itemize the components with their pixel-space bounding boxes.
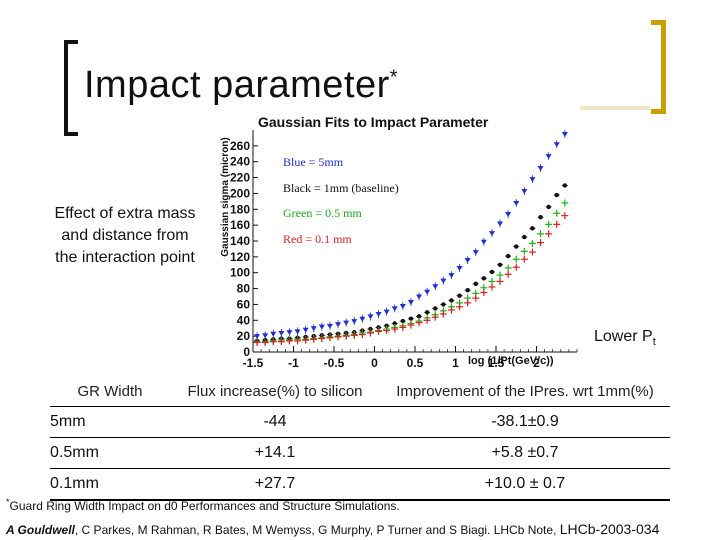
table-cell: +27.7	[170, 468, 380, 501]
table-cell: +5.8 ±0.7	[380, 437, 670, 469]
impact-parameter-chart: 020406080100120140160180200220240260-1.5…	[230, 129, 578, 370]
table-row: 0.5mm +14.1 +5.8 ±0.7	[50, 437, 670, 469]
x-tick-label: -1	[288, 356, 299, 370]
y-tick-label: 40	[237, 313, 251, 327]
x-tick-label: -1.5	[243, 356, 264, 370]
y-tick-label: 180	[230, 202, 250, 216]
y-tick-label: 120	[230, 250, 250, 264]
results-table: GR Width Flux increase(%) to silicon Imp…	[50, 376, 670, 501]
lower-pt-text: Lower P	[594, 328, 653, 345]
table-cell: -44	[170, 406, 380, 438]
x-tick-label: 1.5	[488, 356, 505, 370]
x-tick-label: 0	[371, 356, 378, 370]
footnote-text: Guard Ring Width Impact on d0 Performanc…	[9, 499, 400, 513]
table-cell: +10.0 ± 0.7	[380, 468, 670, 501]
chart-x-axis-label: log (1/Pt(GeV/c))	[468, 355, 554, 367]
title-underline-decoration	[580, 106, 650, 110]
left-bracket-decoration	[64, 40, 78, 136]
chart-title: Gaussian Fits to Impact Parameter	[258, 114, 489, 130]
footnote: *Guard Ring Width Impact on d0 Performan…	[6, 497, 400, 513]
table-header-width: GR Width	[50, 376, 170, 407]
y-tick-label: 200	[230, 186, 250, 200]
y-tick-label: 20	[237, 329, 251, 343]
legend-label-green: Green = 0.5 mm	[283, 206, 362, 220]
y-tick-label: 140	[230, 234, 250, 248]
table-header-flux: Flux increase(%) to silicon	[170, 376, 380, 407]
y-tick-label: 160	[230, 218, 250, 232]
table-cell: -38.1±0.9	[380, 406, 670, 438]
author-lead: A Gouldwell	[6, 523, 75, 537]
legend-entry-green: Green = 0.5 mm	[283, 206, 362, 221]
y-tick-label: 60	[237, 297, 251, 311]
footnote-mark: *	[6, 497, 10, 507]
y-tick-label: 240	[230, 155, 250, 169]
table-cell: +14.1	[170, 437, 380, 469]
legend-label-black: Black = 1mm (baseline)	[283, 181, 399, 195]
svg-text:Gaussian sigma (micron): Gaussian sigma (micron)	[220, 137, 231, 256]
legend-entry-blue: Blue = 5mm	[283, 155, 343, 170]
table-cell: 5mm	[50, 406, 170, 438]
y-tick-label: 80	[237, 282, 251, 296]
right-bracket-decoration	[651, 20, 666, 114]
legend-label-blue: Blue = 5mm	[283, 155, 344, 169]
author-citation: A Gouldwell, C Parkes, M Rahman, R Bates…	[6, 521, 659, 537]
y-tick-label: 100	[230, 266, 250, 280]
legend-entry-red: Red = 0.1 mm	[283, 232, 352, 247]
slide-title-text: Impact parameter	[84, 64, 390, 106]
table-header-improvement: Improvement of the IPres. wrt 1mm(%)	[380, 376, 670, 407]
x-tick-label: -0.5	[324, 356, 345, 370]
side-text: Effect of extra mass and distance from t…	[54, 205, 196, 266]
lower-pt-label: Lower Pt	[594, 328, 656, 348]
y-tick-label: 0	[243, 345, 250, 359]
slide-title-mark: *	[389, 66, 399, 89]
y-tick-label: 220	[230, 171, 250, 185]
table-row: 0.1mm +27.7 +10.0 ± 0.7	[50, 468, 670, 501]
lower-pt-subscript: t	[652, 336, 656, 349]
table-row: 5mm -44 -38.1±0.9	[50, 406, 670, 438]
table-cell: 0.1mm	[50, 468, 170, 501]
table-header-row: GR Width Flux increase(%) to silicon Imp…	[50, 376, 670, 407]
author-rest: , C Parkes, M Rahman, R Bates, M Wemyss,…	[74, 523, 560, 537]
y-tick-label: 260	[230, 139, 250, 153]
note-code: LHCb-2003-034	[559, 521, 660, 537]
x-tick-label: 0.5	[407, 356, 424, 370]
chart-y-axis-label: Gaussian sigma (micron)	[220, 137, 231, 256]
slide-title: Impact parameter*	[84, 66, 398, 104]
x-tick-label: 1	[452, 356, 459, 370]
x-tick-label: 2	[533, 356, 540, 370]
table-cell: 0.5mm	[50, 437, 170, 469]
legend-label-red: Red = 0.1 mm	[283, 232, 352, 246]
legend-entry-black: Black = 1mm (baseline)	[283, 181, 399, 196]
